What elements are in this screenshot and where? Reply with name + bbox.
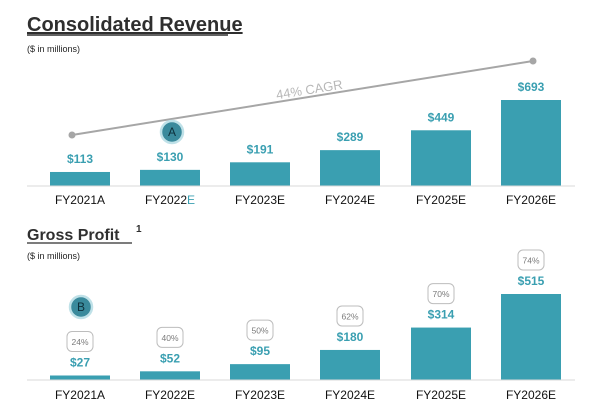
value-label: $27 [70,355,90,369]
category-label: FY2024E [325,193,375,207]
margin-badge [66,330,94,352]
margin-label: 40% [161,333,178,343]
value-label: $693 [518,80,545,94]
category-label: FY2022E [145,193,195,207]
cagr-trend-line [71,60,534,136]
margin-label: 24% [71,337,88,347]
value-label: $314 [428,308,455,322]
revenue-bars: $113 $130 $191 $289 $449 $693 [50,80,561,186]
category-label: FY2025E [416,388,466,402]
bar-fy2025e [411,327,471,380]
gross-profit-superscript: 1 [136,224,142,235]
bar-fy2024e [320,349,380,380]
category-label: FY2022E [145,388,195,402]
gross-profit-bars: $27 24% $52 40% $95 50% $180 62% $314 70% $515 74% [50,249,561,380]
bar-fy2022e [140,371,200,380]
gross-profit-category-labels: FY2021A FY2022E FY2023E FY2024E FY2025E FY202… [55,388,556,402]
value-label: $449 [428,110,455,124]
cagr-end-dot [529,57,537,65]
margin-label: 50% [251,326,268,336]
marker-a-label: A [168,125,176,139]
value-label: $289 [337,130,364,144]
cagr-label: 44% CAGR [275,77,344,102]
gross-profit-title: Gross Profit [27,227,120,244]
margin-badge [427,283,455,305]
revenue-chart: Consolidated Revenue ($ in millions) 44%… [27,14,575,207]
value-label: $95 [250,344,270,358]
bar-fy2022e [140,169,200,186]
marker-b-label: B [77,300,85,314]
bar-fy2026e [501,100,561,186]
category-label: FY2021A [55,193,105,207]
bar-fy2025e [411,130,471,186]
margin-label: 74% [522,256,539,266]
cagr-start-dot [68,131,76,139]
gross-profit-chart: Gross Profit 1 ($ in millions) B $2724%$… [27,224,575,402]
marker-b-circle [68,294,94,320]
margin-badge [336,305,364,327]
bar-fy2023e [230,364,290,380]
bar-fy2026e [501,294,561,380]
bar-fy2021a [50,171,110,186]
revenue-title: Consolidated Revenue [27,14,243,36]
marker-b: B [68,294,94,320]
bar-fy2023e [230,162,290,186]
gross-profit-units: ($ in millions) [27,251,80,261]
margin-label: 70% [432,289,449,299]
value-label: $180 [337,330,364,344]
margin-label: 62% [341,311,358,321]
category-label: FY2023E [235,388,285,402]
value-label: $515 [518,274,545,288]
value-label: $191 [247,142,274,156]
value-label: $113 [67,152,93,166]
margin-badge [517,249,545,271]
bar-fy2021a [50,375,110,380]
revenue-units: ($ in millions) [27,44,80,54]
category-label: FY2026E [506,388,556,402]
marker-a: A [159,119,185,145]
category-label: FY2023E [235,193,285,207]
value-label: $52 [160,351,180,365]
category-label: FY2024E [325,388,375,402]
category-label: FY2021A [55,388,105,402]
value-label: $130 [157,150,184,164]
revenue-category-labels: FY2021A FY2022E FY2023E FY2024E FY2025E FY202… [55,193,556,207]
category-label: FY2025E [416,193,466,207]
margin-badge [156,326,184,348]
marker-a-circle [159,119,185,145]
margin-badge [246,319,274,341]
bar-fy2024e [320,150,380,186]
category-label: FY2026E [506,193,556,207]
